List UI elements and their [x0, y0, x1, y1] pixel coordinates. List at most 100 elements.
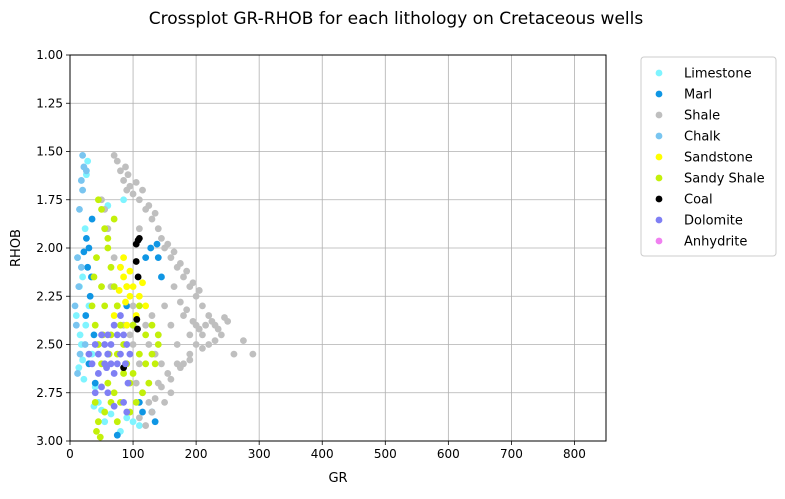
- data-point: [199, 331, 206, 339]
- y-tick-label: 1.50: [36, 145, 63, 159]
- legend-marker: [655, 132, 663, 140]
- data-point: [86, 292, 94, 300]
- data-point: [101, 408, 109, 416]
- series-coal: [120, 234, 143, 372]
- data-point: [101, 418, 109, 426]
- data-point: [186, 350, 194, 358]
- data-point: [154, 225, 162, 233]
- data-point: [88, 302, 96, 310]
- data-point: [81, 341, 89, 348]
- data-point: [164, 370, 172, 377]
- data-point: [134, 273, 142, 281]
- data-point: [75, 283, 83, 290]
- data-point: [164, 240, 172, 248]
- data-point: [110, 283, 118, 290]
- data-point: [117, 312, 124, 319]
- x-tick-label: 200: [185, 447, 208, 461]
- data-point: [117, 167, 124, 175]
- data-point: [85, 244, 93, 252]
- data-point: [142, 331, 150, 339]
- legend-label: Sandstone: [684, 151, 753, 166]
- data-point: [135, 225, 143, 233]
- data-point: [199, 302, 206, 310]
- data-point: [123, 321, 131, 329]
- data-point: [145, 399, 153, 406]
- data-point: [120, 370, 127, 377]
- data-point: [183, 267, 191, 275]
- x-tick-label: 300: [248, 447, 271, 461]
- data-point: [91, 389, 99, 397]
- data-point: [139, 389, 146, 397]
- data-point: [147, 244, 155, 252]
- data-point: [186, 331, 194, 339]
- data-point: [113, 331, 121, 339]
- data-point: [202, 321, 209, 329]
- data-point: [148, 321, 156, 329]
- data-point: [94, 196, 102, 204]
- data-point: [91, 379, 99, 387]
- data-point: [113, 157, 121, 165]
- data-point: [85, 350, 93, 358]
- x-tick-label: 100: [122, 447, 145, 461]
- data-point: [142, 360, 150, 368]
- data-point: [120, 331, 127, 339]
- legend-label: Limestone: [684, 67, 752, 82]
- legend-marker: [655, 216, 663, 224]
- legend-label: Coal: [684, 193, 713, 208]
- data-point: [154, 331, 162, 339]
- legend-label: Anhydrite: [684, 235, 747, 250]
- data-point: [79, 151, 87, 159]
- data-point: [82, 321, 90, 329]
- data-point: [195, 287, 203, 294]
- data-point: [170, 248, 178, 256]
- legend-marker: [655, 90, 663, 98]
- data-point: [135, 302, 143, 310]
- data-point: [199, 344, 206, 352]
- data-point: [84, 263, 92, 271]
- data-point: [120, 273, 127, 281]
- data-point: [123, 408, 131, 416]
- data-point: [72, 312, 80, 319]
- y-axis: 1.00 1.25 1.50 1.75 2.00 2.25 2.50 2.75 3.00: [36, 48, 70, 448]
- legend-label: Marl: [684, 88, 712, 103]
- legend-label: Chalk: [684, 130, 721, 145]
- data-point: [110, 151, 118, 159]
- data-point: [93, 427, 100, 435]
- data-point: [153, 240, 161, 248]
- data-point: [167, 375, 175, 383]
- data-point: [167, 389, 175, 397]
- data-point: [145, 341, 153, 348]
- data-point: [110, 370, 118, 377]
- data-point: [94, 418, 102, 426]
- data-point: [81, 225, 89, 233]
- data-point: [79, 273, 87, 281]
- data-point: [145, 379, 153, 387]
- data-point: [90, 273, 98, 281]
- data-point: [161, 302, 168, 310]
- data-point: [110, 215, 118, 223]
- data-point: [107, 360, 115, 368]
- data-point: [142, 302, 150, 310]
- data-point: [161, 399, 168, 406]
- data-point: [104, 379, 112, 387]
- data-point: [195, 325, 203, 333]
- data-point: [107, 263, 115, 271]
- legend-box: [640, 56, 777, 257]
- data-point: [117, 263, 124, 271]
- y-tick-label: 1.00: [36, 48, 63, 62]
- data-point: [101, 225, 109, 233]
- data-point: [129, 190, 137, 198]
- data-point: [115, 287, 123, 294]
- legend-marker: [655, 69, 663, 77]
- data-point: [113, 360, 121, 368]
- data-point: [91, 341, 99, 348]
- x-tick-label: 600: [437, 447, 460, 461]
- data-point: [158, 273, 165, 281]
- data-point: [133, 316, 141, 323]
- data-point: [126, 331, 134, 339]
- data-point: [139, 408, 146, 416]
- data-point: [93, 254, 100, 262]
- data-point: [205, 341, 213, 348]
- y-tick-label: 2.50: [36, 338, 63, 352]
